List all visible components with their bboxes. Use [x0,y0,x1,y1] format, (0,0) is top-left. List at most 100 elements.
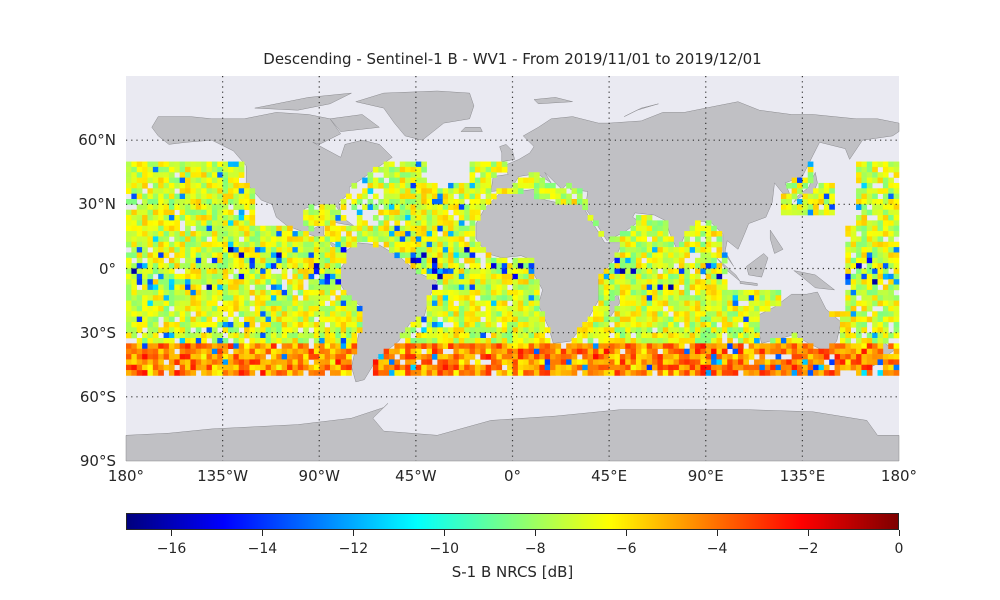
nrcs-cell [491,343,497,350]
nrcs-cell [308,289,315,296]
nrcs-cell [501,273,508,280]
nrcs-cell [233,188,240,194]
nrcs-cell [469,316,476,323]
nrcs-cell [394,193,401,200]
nrcs-cell [850,236,857,243]
nrcs-cell [254,359,261,366]
nrcs-cell [168,182,175,189]
nrcs-cell [458,220,465,227]
nrcs-cell [550,364,556,371]
nrcs-cell [195,252,202,259]
nrcs-cell [324,215,331,221]
nrcs-cell [174,321,180,328]
nrcs-cell [523,273,529,280]
nrcs-cell [501,327,508,333]
nrcs-cell [254,236,261,243]
nrcs-cell [142,295,148,301]
nrcs-cell [646,359,653,366]
nrcs-cell [410,193,417,200]
nrcs-cell [276,338,282,344]
nrcs-cell [329,338,336,344]
nrcs-cell [566,359,572,366]
nrcs-cell [260,305,266,312]
nrcs-cell [861,215,868,221]
nrcs-cell [453,279,460,285]
nrcs-cell [249,343,256,350]
nrcs-cell [431,204,438,210]
nrcs-cell [324,359,331,366]
nrcs-cell [501,263,508,269]
nrcs-cell [474,370,481,376]
nrcs-cell [593,364,599,371]
nrcs-cell [754,327,760,333]
nrcs-cell [539,364,546,371]
nrcs-cell [222,321,229,328]
nrcs-cell [882,364,889,371]
nrcs-cell [566,364,572,371]
colorbar-tick-label: −10 [429,541,460,557]
nrcs-cell [528,300,535,307]
nrcs-cell [244,289,250,296]
nrcs-cell [732,305,739,312]
nrcs-cell [367,182,374,189]
nrcs-cell [442,338,449,344]
nrcs-cell [619,327,626,333]
nrcs-cell [136,305,143,312]
nrcs-cell [802,354,809,360]
nrcs-cell [201,209,207,216]
nrcs-cell [695,241,701,248]
nrcs-cell [748,364,755,371]
nrcs-cell [684,321,690,328]
nrcs-cell [147,215,154,221]
nrcs-cell [227,370,234,376]
nrcs-cell [448,268,454,275]
nrcs-cell [646,257,653,264]
nrcs-cell [185,177,191,184]
nrcs-cell [195,354,202,360]
nrcs-cell [136,182,143,189]
nrcs-cell [163,321,170,328]
nrcs-cell [437,370,444,376]
nrcs-cell [625,247,631,253]
nrcs-cell [405,364,411,371]
nrcs-cell [829,188,835,194]
nrcs-cell [700,300,707,307]
nrcs-cell [797,364,803,371]
nrcs-cell [480,332,486,339]
nrcs-cell [308,204,315,210]
nrcs-cell [657,311,664,317]
nrcs-cell [383,188,390,194]
nrcs-cell [872,295,878,301]
nrcs-cell [533,188,540,194]
nrcs-cell [711,231,717,237]
nrcs-cell [179,305,186,312]
nrcs-cell [303,209,309,216]
nrcs-cell [389,172,395,178]
nrcs-cell [448,364,454,371]
nrcs-cell [383,348,390,355]
nrcs-cell [464,370,470,376]
nrcs-cell [303,311,309,317]
nrcs-cell [480,343,486,350]
nrcs-cell [737,289,744,296]
nrcs-cell [163,364,170,371]
nrcs-cell [335,268,342,275]
nrcs-cell [856,273,862,280]
nrcs-cell [179,177,186,184]
nrcs-cell [174,279,180,285]
nrcs-cell [866,209,873,216]
nrcs-cell [356,193,363,200]
nrcs-cell [603,279,610,285]
nrcs-cell [142,182,148,189]
nrcs-cell [313,338,320,344]
nrcs-cell [528,263,535,269]
nrcs-cell [389,161,395,168]
nrcs-cell [770,348,776,355]
nrcs-cell [684,231,690,237]
nrcs-cell [340,257,347,264]
nrcs-cell [646,321,653,328]
nrcs-cell [227,364,234,371]
nrcs-cell [185,332,191,339]
nrcs-cell [856,225,862,232]
nrcs-cell [389,193,395,200]
